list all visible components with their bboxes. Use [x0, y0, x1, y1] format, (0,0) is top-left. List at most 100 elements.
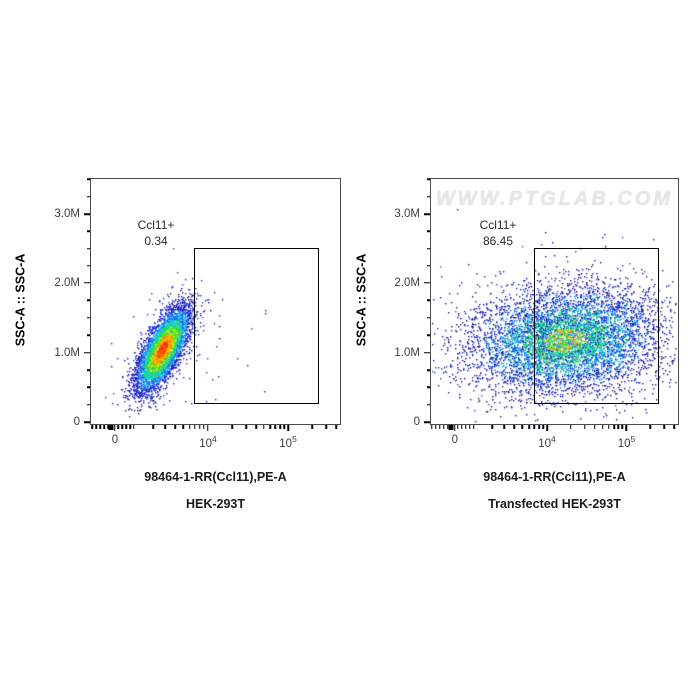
- x-minor-tick: [673, 425, 676, 429]
- y-minor-tick: [86, 178, 90, 181]
- x-major-tick: [625, 425, 628, 431]
- x-minor-tick: [117, 425, 119, 429]
- x-minor-tick: [439, 425, 441, 429]
- x-minor-tick: [469, 425, 471, 429]
- gate-name: Ccl11+: [137, 218, 175, 232]
- x-minor-tick: [95, 425, 97, 429]
- x-minor-tick: [107, 425, 109, 429]
- y-major-tick: [84, 421, 90, 423]
- y-minor-tick: [86, 230, 90, 233]
- x-minor-tick: [570, 425, 572, 429]
- y-major-tick: [424, 282, 430, 284]
- x-axis-ticks-right: 0 104 105: [430, 425, 679, 461]
- plot-area-left: Ccl11+ 0.34: [90, 178, 341, 425]
- y-minor-tick: [86, 369, 90, 371]
- x-minor-tick: [279, 425, 281, 429]
- y-minor-tick: [86, 299, 90, 301]
- x-minor-tick: [91, 425, 93, 429]
- y-axis-ticks-left: 3.0M 2.0M 1.0M 0: [40, 178, 90, 428]
- y-minor-tick: [426, 386, 430, 389]
- x-minor-tick: [152, 425, 154, 429]
- y-minor-tick: [426, 316, 430, 319]
- y-minor-tick: [86, 334, 90, 336]
- x-minor-tick: [533, 425, 535, 429]
- y-minor-tick: [86, 265, 90, 267]
- x-minor-tick: [194, 425, 196, 429]
- gate-rectangle-left[interactable]: [194, 248, 319, 404]
- x-axis-ticks-left: 0 104 105: [90, 425, 341, 461]
- x-tick-label: 104: [199, 434, 217, 450]
- gate-name: Ccl11+: [479, 218, 517, 232]
- x-tick-label: 105: [279, 434, 297, 450]
- x-minor-tick: [663, 425, 666, 429]
- y-major-tick: [424, 421, 430, 423]
- y-minor-tick: [426, 299, 430, 301]
- x-minor-tick: [263, 425, 265, 429]
- x-tick-label: 104: [538, 434, 556, 450]
- y-minor-tick: [426, 369, 430, 371]
- x-minor-tick: [584, 425, 586, 429]
- x-minor-tick: [443, 425, 445, 429]
- x-minor-tick: [472, 425, 475, 429]
- x-minor-tick: [608, 425, 610, 429]
- x-minor-tick: [283, 425, 285, 429]
- y-minor-tick: [426, 247, 430, 250]
- y-minor-tick: [426, 196, 430, 198]
- x-minor-tick: [231, 425, 233, 429]
- y-major-tick: [84, 352, 90, 354]
- y-major-tick: [84, 282, 90, 284]
- x-minor-tick: [103, 425, 105, 429]
- x-minor-tick: [255, 425, 257, 429]
- x-minor-tick: [542, 425, 544, 429]
- x-compressed-ticks: [108, 425, 114, 430]
- x-axis-title-left: 98464-1-RR(Ccl11),PE-A: [144, 470, 287, 484]
- x-compressed-ticks: [448, 425, 454, 430]
- sample-label-right: Transfected HEK-293T: [488, 497, 621, 511]
- y-major-tick: [424, 213, 430, 215]
- scatter-density-canvas-right: [431, 179, 678, 424]
- x-minor-tick: [335, 425, 337, 429]
- x-tick-label: 0: [451, 434, 458, 446]
- x-major-tick: [287, 425, 289, 431]
- x-minor-tick: [601, 425, 604, 429]
- x-minor-tick: [465, 425, 467, 429]
- y-tick-label: 1.0M: [54, 346, 80, 359]
- x-minor-tick: [447, 425, 449, 429]
- gate-label-right: Ccl11+ 86.45: [447, 217, 549, 249]
- y-tick-label: 0: [413, 415, 420, 428]
- y-minor-tick: [86, 247, 90, 250]
- x-minor-tick: [174, 425, 176, 429]
- gate-rectangle-right[interactable]: [534, 248, 659, 404]
- x-minor-tick: [245, 425, 247, 429]
- y-minor-tick: [426, 265, 430, 267]
- x-minor-tick: [621, 425, 624, 429]
- x-minor-tick: [269, 425, 271, 429]
- x-minor-tick: [203, 425, 205, 429]
- y-major-tick: [424, 352, 430, 354]
- x-minor-tick: [538, 425, 540, 429]
- y-axis-title-right: SSC-A :: SSC-A: [354, 253, 369, 347]
- x-tick-label: 0: [111, 434, 119, 446]
- y-tick-label: 1.0M: [394, 346, 420, 359]
- x-minor-tick: [274, 425, 277, 429]
- x-minor-tick: [129, 425, 131, 429]
- x-minor-tick: [491, 425, 494, 429]
- y-tick-label: 0: [73, 415, 80, 428]
- y-minor-tick: [86, 386, 90, 389]
- x-major-tick: [454, 425, 456, 431]
- gate-label-left: Ccl11+ 0.34: [105, 217, 207, 249]
- y-tick-label: 2.0M: [54, 276, 80, 289]
- x-tick-label: 105: [617, 434, 636, 450]
- scatter-density-canvas-left: [91, 179, 340, 424]
- x-minor-tick: [594, 425, 596, 429]
- y-minor-tick: [86, 403, 90, 406]
- y-minor-tick: [426, 230, 430, 233]
- y-minor-tick: [86, 316, 90, 319]
- x-minor-tick: [503, 425, 506, 429]
- y-axis-ticks-right: 3.0M 2.0M 1.0M 0: [380, 178, 430, 428]
- x-minor-tick: [189, 425, 191, 429]
- y-tick-label: 2.0M: [394, 276, 420, 289]
- x-minor-tick: [311, 425, 313, 429]
- x-minor-tick: [182, 425, 184, 429]
